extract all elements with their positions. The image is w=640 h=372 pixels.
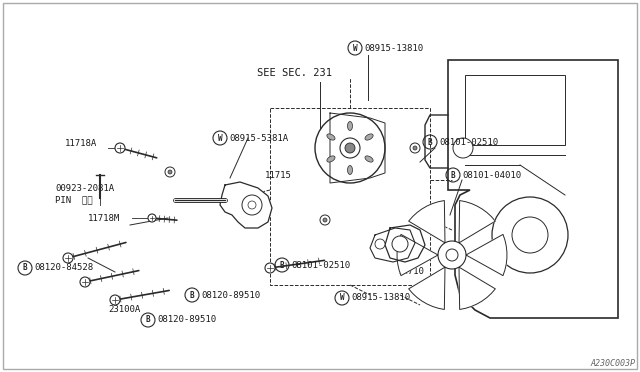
Circle shape xyxy=(168,170,172,174)
Circle shape xyxy=(375,239,385,249)
Text: SEE SEC. 231: SEE SEC. 231 xyxy=(257,68,333,78)
Circle shape xyxy=(323,218,327,222)
Text: 08101-02510: 08101-02510 xyxy=(291,260,350,269)
Circle shape xyxy=(446,249,458,261)
Text: B: B xyxy=(428,138,432,147)
Circle shape xyxy=(115,143,125,153)
Circle shape xyxy=(63,253,73,263)
Polygon shape xyxy=(466,234,507,276)
Ellipse shape xyxy=(365,134,373,140)
Circle shape xyxy=(320,215,330,225)
Polygon shape xyxy=(409,267,445,310)
Text: 08120-89510: 08120-89510 xyxy=(201,291,260,299)
Circle shape xyxy=(165,167,175,177)
Ellipse shape xyxy=(348,122,353,131)
Circle shape xyxy=(265,263,275,273)
Circle shape xyxy=(512,217,548,253)
Text: W: W xyxy=(218,134,222,142)
Polygon shape xyxy=(397,234,438,276)
Text: 08120-84528: 08120-84528 xyxy=(34,263,93,273)
Circle shape xyxy=(453,138,473,158)
Polygon shape xyxy=(459,201,495,243)
Text: 11710: 11710 xyxy=(398,267,425,276)
Circle shape xyxy=(80,277,90,287)
Circle shape xyxy=(242,195,262,215)
Text: B: B xyxy=(451,170,455,180)
Ellipse shape xyxy=(327,156,335,162)
Circle shape xyxy=(340,138,360,158)
Text: 08915-5381A: 08915-5381A xyxy=(229,134,288,142)
Circle shape xyxy=(148,214,156,222)
Ellipse shape xyxy=(365,156,373,162)
Circle shape xyxy=(492,197,568,273)
Polygon shape xyxy=(459,267,495,310)
Circle shape xyxy=(345,143,355,153)
Circle shape xyxy=(438,241,466,269)
Text: 23100A: 23100A xyxy=(108,305,140,314)
Text: W: W xyxy=(353,44,357,52)
Text: B: B xyxy=(280,260,284,269)
Text: A230C003P: A230C003P xyxy=(590,359,635,368)
Bar xyxy=(465,75,565,145)
Circle shape xyxy=(110,295,120,305)
Ellipse shape xyxy=(315,113,385,183)
Text: B: B xyxy=(189,291,195,299)
Polygon shape xyxy=(409,201,445,243)
Text: PIN  ピン: PIN ピン xyxy=(55,196,93,205)
Text: 08915-13810: 08915-13810 xyxy=(351,294,410,302)
Text: 08101-04010: 08101-04010 xyxy=(462,170,521,180)
Text: 11718A: 11718A xyxy=(65,138,97,148)
Polygon shape xyxy=(370,228,415,262)
Polygon shape xyxy=(448,60,618,318)
Circle shape xyxy=(410,143,420,153)
Polygon shape xyxy=(330,113,385,183)
Polygon shape xyxy=(220,182,272,228)
Text: W: W xyxy=(340,294,344,302)
Text: 08915-13810: 08915-13810 xyxy=(364,44,423,52)
Text: 11718M: 11718M xyxy=(88,214,120,222)
Ellipse shape xyxy=(327,134,335,140)
Text: 08101-02510: 08101-02510 xyxy=(439,138,498,147)
Polygon shape xyxy=(385,225,425,262)
Text: 00923-2081A: 00923-2081A xyxy=(55,183,114,192)
Text: B: B xyxy=(22,263,28,273)
Text: 08120-89510: 08120-89510 xyxy=(157,315,216,324)
Circle shape xyxy=(413,146,417,150)
Ellipse shape xyxy=(348,166,353,174)
Circle shape xyxy=(248,201,256,209)
Text: B: B xyxy=(146,315,150,324)
Text: 11715: 11715 xyxy=(265,170,292,180)
Circle shape xyxy=(392,236,408,252)
